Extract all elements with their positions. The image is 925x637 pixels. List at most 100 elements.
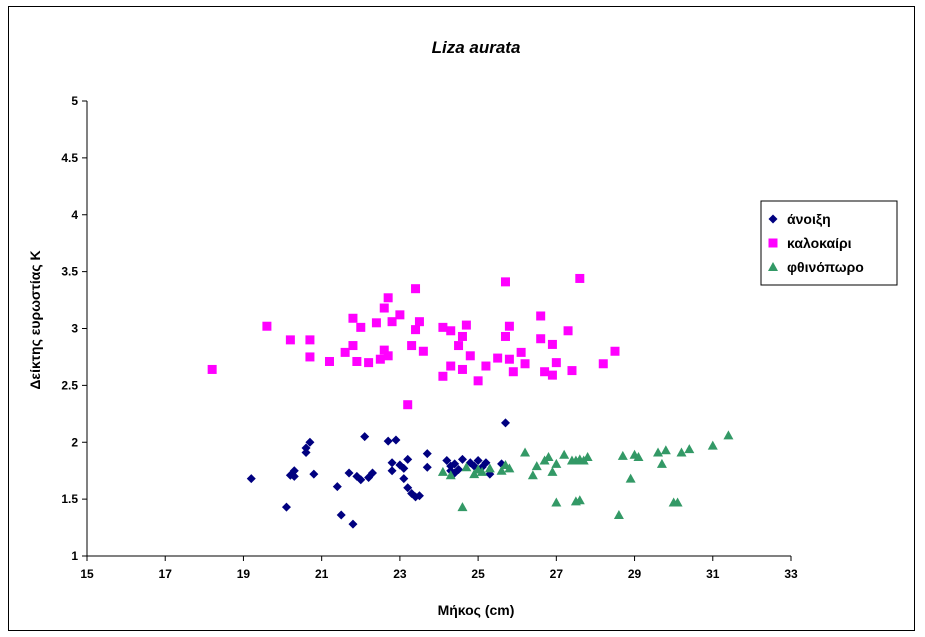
data-point [305,335,315,345]
data-point [676,447,687,457]
data-point [450,459,460,469]
data-point [281,502,291,512]
legend-marker [768,214,778,224]
data-point [446,326,456,336]
data-point [520,359,530,369]
x-tick-label: 31 [706,567,720,581]
data-point [559,449,570,459]
data-point [540,367,550,377]
data-point [438,371,448,381]
data-point [613,510,624,520]
data-point [414,491,424,501]
data-point [723,430,734,440]
x-tick-label: 17 [159,567,173,581]
data-point [531,461,542,471]
data-point [305,352,315,362]
data-point [301,443,311,453]
data-point [352,356,362,366]
data-points [207,273,734,529]
data-point [543,452,554,462]
data-point [473,376,483,386]
data-point [387,466,397,476]
data-point [617,450,628,460]
x-tick-label: 23 [393,567,407,581]
y-tick-label: 2 [71,435,78,449]
data-point [547,339,557,349]
data-point [403,400,413,410]
data-point [356,475,366,485]
axes: 15 17 19 21 23 25 27 29 31 33 1 1.5 2 2.5 3 3.5 4 4.5 5 [61,94,798,581]
data-point [457,454,467,464]
x-tick-label: 33 [784,567,798,581]
data-point [438,322,448,332]
data-point [610,346,620,356]
data-point [457,502,468,512]
data-point [481,361,491,371]
data-point [461,320,471,330]
data-point [625,473,636,483]
data-point [348,519,358,529]
data-point [403,483,413,493]
data-point [551,497,562,507]
data-point [348,313,358,323]
data-point [332,482,342,492]
data-point [289,471,299,481]
series-2 [207,273,620,410]
data-point [496,465,507,475]
data-point [387,317,397,327]
data-point [500,331,510,341]
data-point [285,335,295,345]
data-point [547,466,558,476]
data-point [379,303,389,313]
data-point [520,447,531,457]
data-point [262,321,272,331]
data-point [383,351,393,361]
scatter-chart: Liza aurata Μήκος (cm) Δείκτης ευρωστίας… [27,38,898,618]
x-tick-label: 29 [628,567,642,581]
data-point [446,361,456,371]
data-point [547,370,557,380]
data-point [399,463,409,473]
chart-frame: Liza aurata Μήκος (cm) Δείκτης ευρωστίας… [8,6,915,631]
data-point [454,341,464,351]
data-point [445,470,456,480]
data-point [582,452,593,462]
data-point [391,435,401,445]
data-point [356,322,366,332]
legend-box [760,200,898,286]
data-point [504,321,514,331]
data-point [387,458,397,468]
y-tick-label: 4.5 [61,151,78,165]
data-point [368,468,378,478]
data-point [484,463,495,473]
data-point [371,318,381,328]
legend-marker [768,238,778,248]
data-point [477,466,488,476]
data-point [598,359,608,369]
data-point [672,497,683,507]
data-point [454,465,464,475]
y-tick-label: 3 [71,322,78,336]
data-point [567,366,577,376]
data-point [563,326,573,336]
series-3 [437,430,734,520]
x-tick-label: 15 [80,567,94,581]
data-point [422,462,432,472]
y-tick-label: 1.5 [61,492,78,506]
data-point [442,455,452,465]
legend-entry: άνοιξη [787,211,831,227]
data-point [504,463,515,473]
x-axis-label: Μήκος (cm) [438,602,515,618]
data-point [707,440,718,450]
data-point [461,462,472,472]
data-point [360,432,370,442]
data-point [336,510,346,520]
data-point [383,436,393,446]
data-point [340,347,350,357]
data-point [324,356,334,366]
y-tick-label: 5 [71,94,78,108]
data-point [473,455,483,465]
data-point [481,458,491,468]
data-point [414,317,424,327]
data-point [500,418,510,428]
